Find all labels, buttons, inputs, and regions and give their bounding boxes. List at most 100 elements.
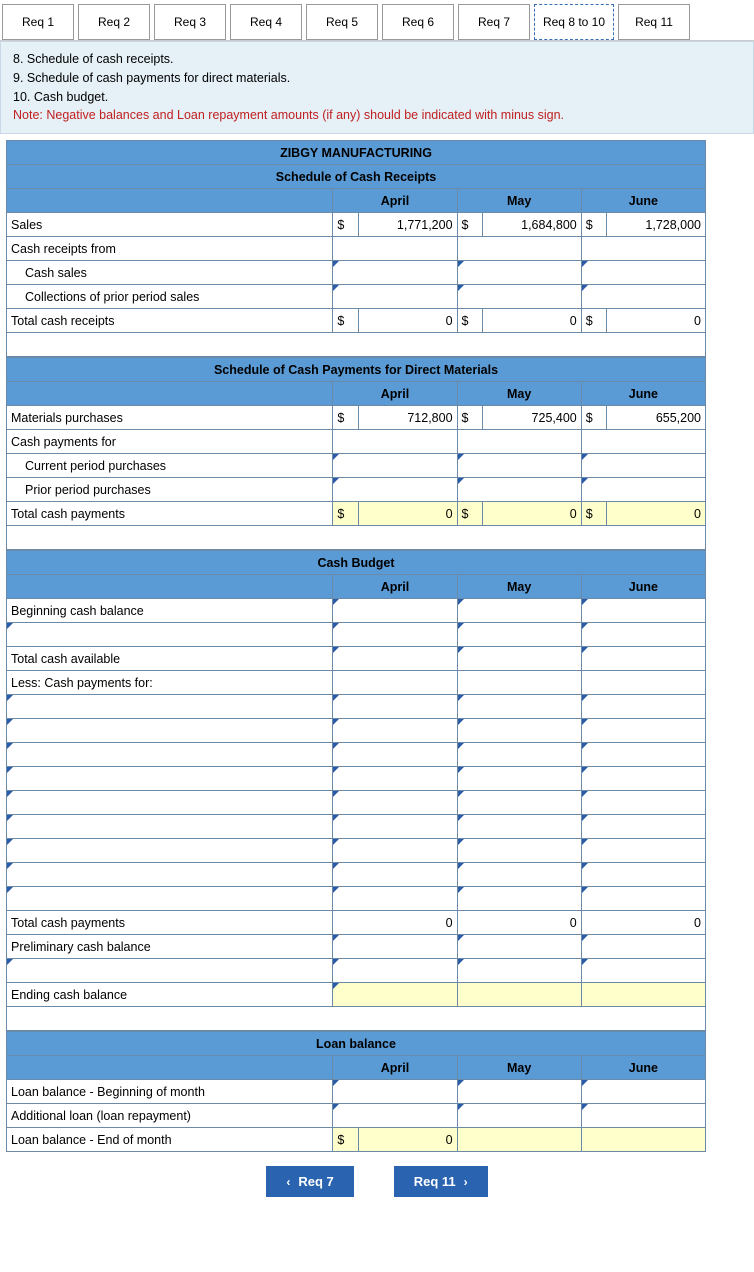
cell-input[interactable]	[457, 743, 581, 767]
cell-input[interactable]	[581, 1104, 705, 1128]
cell-input[interactable]	[457, 647, 581, 671]
cell-input[interactable]	[457, 1128, 581, 1152]
cell-input[interactable]	[333, 599, 457, 623]
tab-req-11[interactable]: Req 11	[618, 4, 690, 40]
cell-input[interactable]	[333, 1104, 457, 1128]
tab-req-8-to-10[interactable]: Req 8 to 10	[534, 4, 614, 40]
cell-input[interactable]	[333, 623, 457, 647]
cell-input[interactable]	[581, 1128, 705, 1152]
row-label-input[interactable]	[7, 815, 333, 839]
cell-input[interactable]	[457, 1104, 581, 1128]
table-row: Total cash receipts $ 0 $ 0 $ 0	[7, 309, 706, 333]
cell-input[interactable]	[333, 815, 457, 839]
cell-value[interactable]: 1,684,800	[482, 213, 581, 237]
cell-input[interactable]	[581, 767, 705, 791]
cell-value[interactable]: 725,400	[482, 406, 581, 430]
tab-req-1[interactable]: Req 1	[2, 4, 74, 40]
tab-req-7[interactable]: Req 7	[458, 4, 530, 40]
row-label-input[interactable]	[7, 719, 333, 743]
cell-input[interactable]	[581, 887, 705, 911]
cell-input[interactable]	[333, 454, 457, 478]
cell-input[interactable]	[333, 261, 457, 285]
cell-input[interactable]	[581, 959, 705, 983]
cell-input[interactable]	[457, 599, 581, 623]
cell-input[interactable]	[581, 743, 705, 767]
row-label: Loan balance - End of month	[7, 1128, 333, 1152]
row-label: Materials purchases	[7, 406, 333, 430]
tab-req-2[interactable]: Req 2	[78, 4, 150, 40]
cell-input[interactable]	[581, 454, 705, 478]
tab-req-4[interactable]: Req 4	[230, 4, 302, 40]
cell-input[interactable]	[457, 983, 581, 1007]
next-button[interactable]: Req 11 ›	[394, 1166, 488, 1197]
row-label-input[interactable]	[7, 839, 333, 863]
cell-input[interactable]	[457, 454, 581, 478]
table-row	[7, 815, 706, 839]
cell-input[interactable]	[457, 478, 581, 502]
row-label-input[interactable]	[7, 887, 333, 911]
cell-input[interactable]	[457, 815, 581, 839]
row-label-input[interactable]	[7, 959, 333, 983]
cell-input[interactable]	[581, 815, 705, 839]
cell-value[interactable]: 655,200	[606, 406, 705, 430]
cell-input[interactable]	[581, 935, 705, 959]
tab-req-6[interactable]: Req 6	[382, 4, 454, 40]
cell-input[interactable]	[581, 623, 705, 647]
cell-input[interactable]	[333, 887, 457, 911]
row-label-input[interactable]	[7, 767, 333, 791]
cell-input[interactable]	[457, 791, 581, 815]
tab-req-3[interactable]: Req 3	[154, 4, 226, 40]
prev-button[interactable]: ‹ Req 7	[266, 1166, 353, 1197]
cell-input[interactable]	[333, 719, 457, 743]
cell-input[interactable]	[457, 935, 581, 959]
cell-input[interactable]	[581, 647, 705, 671]
cell-input[interactable]	[457, 261, 581, 285]
row-label-input[interactable]	[7, 791, 333, 815]
cell-input[interactable]	[333, 935, 457, 959]
cell-input[interactable]	[457, 1080, 581, 1104]
cell-input[interactable]	[457, 695, 581, 719]
cell-value[interactable]: 1,771,200	[358, 213, 457, 237]
cell-input[interactable]	[333, 983, 457, 1007]
cell-input[interactable]	[581, 791, 705, 815]
table-title: Cash Budget	[7, 551, 706, 575]
cell-input[interactable]	[457, 887, 581, 911]
cell-input[interactable]	[457, 959, 581, 983]
row-label-input[interactable]	[7, 623, 333, 647]
cell-input[interactable]	[581, 695, 705, 719]
cell-input[interactable]	[581, 863, 705, 887]
cell-input[interactable]	[457, 839, 581, 863]
row-label-input[interactable]	[7, 863, 333, 887]
tab-req-5[interactable]: Req 5	[306, 4, 378, 40]
cell-input[interactable]	[457, 863, 581, 887]
row-label-input[interactable]	[7, 695, 333, 719]
cell-input[interactable]	[457, 623, 581, 647]
cell-value[interactable]: 712,800	[358, 406, 457, 430]
cell-input[interactable]	[333, 285, 457, 309]
cell-input[interactable]	[333, 791, 457, 815]
cell-input[interactable]	[457, 767, 581, 791]
cell-input[interactable]	[581, 983, 705, 1007]
cell-input[interactable]	[581, 839, 705, 863]
row-label-input[interactable]	[7, 743, 333, 767]
cell-input[interactable]	[333, 695, 457, 719]
cell-input[interactable]	[333, 478, 457, 502]
cell-input[interactable]	[333, 743, 457, 767]
cell-input[interactable]	[333, 1080, 457, 1104]
table-row	[7, 743, 706, 767]
cell-input[interactable]	[333, 767, 457, 791]
cell-input[interactable]	[581, 261, 705, 285]
cell-input[interactable]	[581, 478, 705, 502]
cell-input[interactable]	[457, 719, 581, 743]
cell-input[interactable]	[333, 959, 457, 983]
cell-input[interactable]	[581, 285, 705, 309]
cell-input[interactable]	[581, 599, 705, 623]
cell-input[interactable]	[581, 719, 705, 743]
cell-input[interactable]	[457, 285, 581, 309]
cell-value[interactable]: 1,728,000	[606, 213, 705, 237]
cell-input[interactable]	[333, 863, 457, 887]
cell-input[interactable]	[581, 1080, 705, 1104]
cell-input[interactable]	[333, 647, 457, 671]
cell-input[interactable]	[333, 839, 457, 863]
cash-budget-table: Cash Budget April May June Beginning cas…	[6, 550, 706, 1031]
